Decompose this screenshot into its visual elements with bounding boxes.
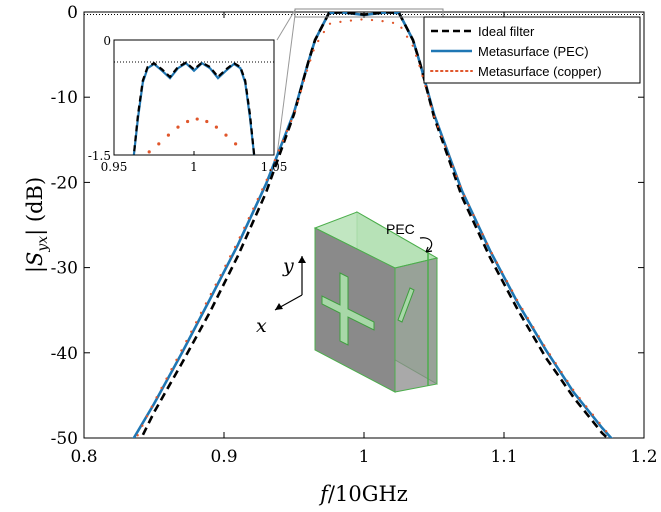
legend-label-copper: Metasurface (copper): [478, 64, 602, 79]
y-arrowhead: [298, 256, 306, 263]
inset-y-tick-label: -1.5: [88, 149, 111, 163]
inset-x-tick-label: 1.05: [261, 160, 288, 174]
zoom-connector-left: [276, 9, 296, 41]
cell-front-face: [314, 227, 396, 393]
x-coordinate-label: x: [256, 315, 267, 337]
legend-label-pec: Metasurface (PEC): [478, 44, 589, 59]
y-tick-label: -30: [51, 259, 78, 279]
zoom-connector-right: [276, 14, 296, 156]
inset-copper-point: [195, 117, 199, 121]
side-slot: [397, 287, 415, 323]
y-tick-label: 0: [67, 3, 78, 23]
pec-pointer-head: [425, 246, 433, 253]
inset-series-layer: [132, 61, 256, 155]
legend: Ideal filter Metasurface (PEC) Metasurfa…: [423, 16, 641, 84]
inset-copper-point: [176, 125, 180, 129]
legend-label-ideal: Ideal filter: [478, 24, 535, 39]
inset-copper-point: [224, 133, 228, 137]
inset-background: [114, 40, 274, 155]
x-tick-label: 0.8: [70, 447, 97, 467]
x-arrowhead: [275, 303, 283, 310]
x-tick-label: 1.2: [630, 447, 657, 467]
inset-copper-point: [157, 142, 161, 146]
inset-copper-point: [166, 133, 170, 137]
inset-copper-point: [205, 119, 209, 124]
series-line-0: [139, 12, 610, 438]
pec-label: PEC: [386, 221, 415, 237]
inset-copper-point: [147, 150, 151, 154]
inset-x-tick-label: 0.95: [101, 160, 128, 174]
x-tick-label: 1.1: [490, 447, 517, 467]
y-tick-label: -50: [51, 429, 78, 449]
series-line-2: [135, 18, 614, 438]
x-axis-title: f/10GHz: [318, 482, 408, 506]
inset-axes-layer: 0.95 1 1.05 0 -1.5: [88, 34, 288, 174]
inset-x-tick-label: 1: [190, 160, 198, 174]
cell-side-face: [394, 257, 438, 393]
inset-copper-point: [186, 119, 190, 124]
y-axis-title: |Syx| (dB): [23, 177, 51, 273]
inset-copper-point: [214, 125, 218, 129]
y-tick-label: -10: [51, 88, 78, 108]
pec-pointer-arrow: [419, 237, 433, 253]
x-tick-label: 1: [359, 447, 370, 467]
series-layer: [132, 12, 614, 438]
cross-slot: [321, 272, 375, 346]
unit-cell-illustration: PEC y x: [256, 211, 439, 393]
y-tick-label: -40: [51, 344, 78, 364]
y-tick-label: -20: [51, 173, 78, 193]
inset-copper-point: [234, 142, 238, 146]
x-tick-label: 0.9: [210, 447, 237, 467]
inset-y-tick-label: 0: [103, 34, 111, 48]
zoom-region-box: [294, 8, 444, 18]
inset-series-line-0: [132, 61, 256, 155]
axes-layer: 0.8 0.9 1 1.1 1.2 0 -10 -20 -30 -40 -50: [51, 3, 658, 467]
inset-plot: 0.95 1 1.05 0 -1.5: [88, 34, 288, 174]
y-coordinate-label: y: [282, 255, 294, 277]
